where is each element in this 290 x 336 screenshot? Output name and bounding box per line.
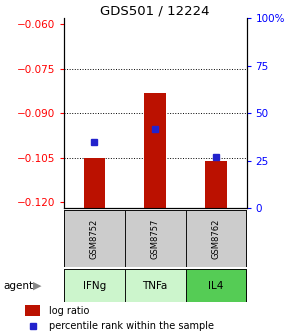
Text: IL4: IL4 bbox=[208, 281, 224, 291]
Text: IFNg: IFNg bbox=[83, 281, 106, 291]
Text: ▶: ▶ bbox=[33, 281, 42, 291]
FancyBboxPatch shape bbox=[125, 210, 186, 267]
FancyBboxPatch shape bbox=[186, 269, 246, 302]
Text: GSM8757: GSM8757 bbox=[151, 218, 160, 259]
Bar bbox=[205, 161, 227, 208]
Bar bbox=[25, 304, 40, 316]
FancyBboxPatch shape bbox=[125, 269, 186, 302]
Text: GSM8762: GSM8762 bbox=[211, 218, 221, 259]
Title: GDS501 / 12224: GDS501 / 12224 bbox=[100, 4, 210, 17]
Text: log ratio: log ratio bbox=[49, 306, 90, 316]
Text: percentile rank within the sample: percentile rank within the sample bbox=[49, 321, 214, 331]
Text: agent: agent bbox=[3, 281, 33, 291]
Text: TNFa: TNFa bbox=[142, 281, 168, 291]
FancyBboxPatch shape bbox=[64, 210, 125, 267]
FancyBboxPatch shape bbox=[186, 210, 246, 267]
FancyBboxPatch shape bbox=[64, 269, 125, 302]
Bar bbox=[144, 93, 166, 208]
Text: GSM8752: GSM8752 bbox=[90, 218, 99, 259]
Bar bbox=[84, 158, 105, 208]
